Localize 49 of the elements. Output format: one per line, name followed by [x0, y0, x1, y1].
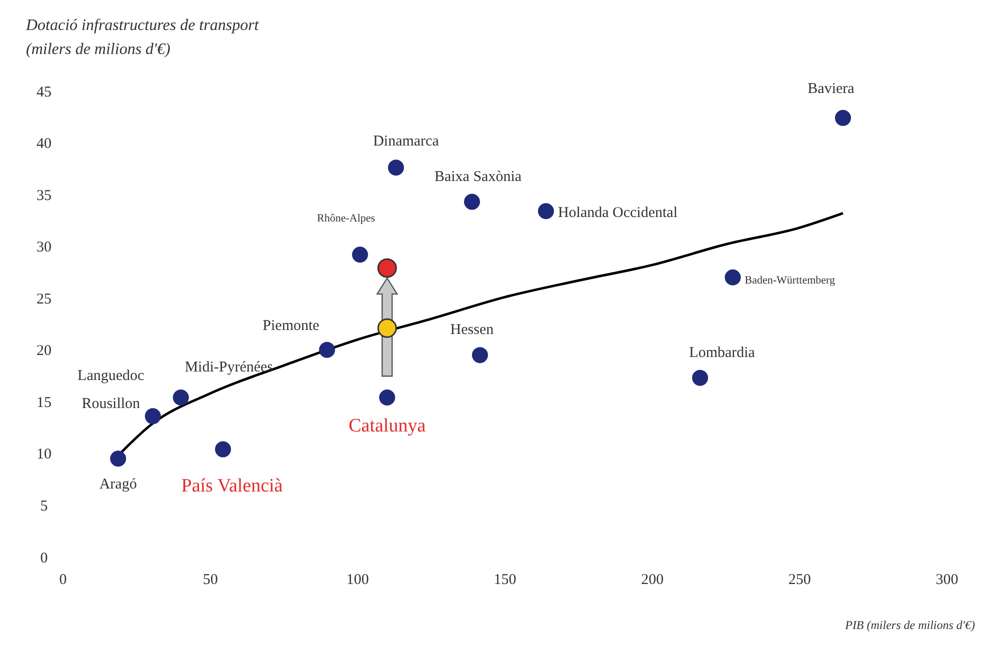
y-tick-label: 40: [36, 136, 52, 152]
x-axis-title: PIB (milers de milions d'€): [844, 618, 975, 632]
point: [464, 194, 480, 210]
y-tick-label: 15: [36, 394, 52, 411]
annotation: Languedoc Rousillon: [78, 368, 145, 412]
annotation: Lombardia: [689, 344, 756, 361]
point: [377, 318, 397, 338]
point: [352, 246, 368, 263]
x-tick-label: 150: [494, 572, 516, 588]
x-tick-label: 100: [346, 572, 369, 588]
y-tick-label: 35: [36, 188, 52, 204]
y-tick-label: 0: [40, 550, 48, 566]
annotation: Dinamarca: [373, 134, 440, 150]
point: [834, 110, 851, 126]
point: [692, 370, 708, 386]
annotation: Baviera: [808, 80, 855, 97]
annotation: Rhône-Alpes: [317, 212, 376, 225]
y-tick-label: 20: [36, 343, 52, 360]
y-tick-label: 25: [36, 291, 52, 308]
point: [215, 441, 232, 458]
y-axis-title: Dotació infrastructures de transport (milers de milions d'€): [25, 17, 260, 58]
annotation: Hessen: [450, 322, 494, 338]
point: [172, 390, 189, 406]
x-tick-label: 300: [936, 572, 958, 588]
point: [538, 203, 554, 220]
point: [144, 408, 161, 424]
y-tick-label: 10: [36, 446, 52, 463]
annotation: Baden-Württemberg: [744, 274, 836, 286]
y-tick-label: 45: [36, 84, 52, 100]
x-tick-label: 0: [59, 572, 67, 588]
point: [724, 269, 741, 286]
annotation: Catalunya: [348, 416, 426, 437]
annotation: País Valencià: [181, 475, 284, 496]
annotation: Piemonte: [262, 318, 320, 334]
y-tick-label: 30: [36, 240, 52, 256]
x-tick-label: 200: [641, 572, 664, 588]
point: [319, 342, 336, 358]
point: [110, 450, 126, 467]
annotation: Midi-Pyrénées: [184, 360, 274, 376]
x-tick-label: 250: [788, 572, 811, 588]
annotation: Baixa Saxònia: [434, 168, 522, 185]
point: [379, 390, 396, 406]
point: [388, 160, 404, 176]
annotation: Holanda Occidental: [558, 205, 678, 222]
annotation: Aragó: [99, 476, 137, 493]
point: [377, 258, 397, 278]
y-tick-label: 5: [40, 498, 48, 514]
point: [472, 347, 488, 364]
x-tick-label: 50: [202, 572, 218, 588]
